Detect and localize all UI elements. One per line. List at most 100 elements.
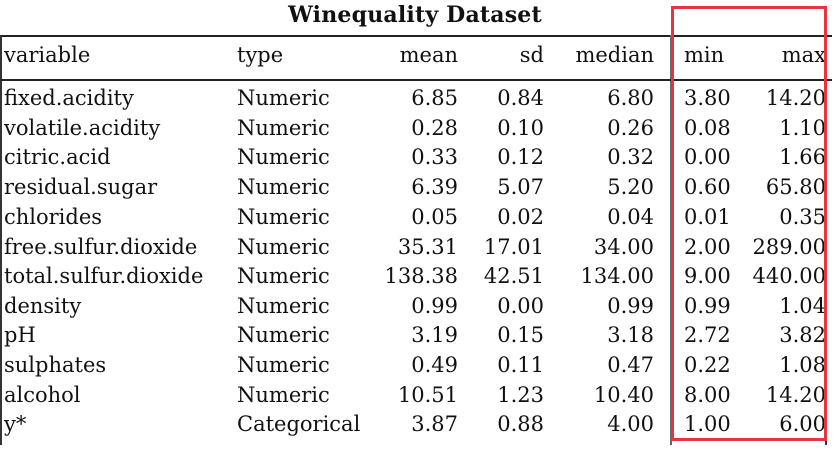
cell-variable: free.sulfur.dioxide — [4, 235, 198, 259]
cell-median: 3.18 — [607, 323, 654, 347]
column-divider — [670, 35, 672, 445]
cell-sd: 0.84 — [497, 86, 544, 110]
table-row: residual.sugar Numeric 6.39 5.07 5.20 0.… — [0, 172, 840, 202]
cell-variable: fixed.acidity — [4, 86, 134, 110]
cell-min: 0.60 — [684, 175, 731, 199]
cell-min: 0.01 — [684, 205, 731, 229]
table-row: free.sulfur.dioxide Numeric 35.31 17.01 … — [0, 232, 840, 262]
cell-min: 0.00 — [684, 145, 731, 169]
cell-variable: y* — [4, 412, 27, 436]
cell-median: 0.47 — [607, 353, 654, 377]
cell-mean: 10.51 — [397, 383, 458, 407]
cell-type: Numeric — [237, 205, 330, 229]
cell-min: 2.72 — [684, 323, 731, 347]
cell-mean: 35.31 — [397, 235, 458, 259]
cell-variable: alcohol — [4, 383, 81, 407]
cell-min: 0.99 — [684, 294, 731, 318]
table-row: citric.acid Numeric 0.33 0.12 0.32 0.00 … — [0, 142, 840, 172]
header-min: min — [684, 43, 725, 67]
cell-sd: 17.01 — [483, 235, 544, 259]
top-rule — [0, 35, 832, 37]
cell-sd: 5.07 — [497, 175, 544, 199]
cell-variable: pH — [4, 323, 36, 347]
cell-max: 14.20 — [765, 383, 826, 407]
header-mean: mean — [399, 43, 458, 67]
cell-max: 1.04 — [779, 294, 826, 318]
cell-median: 0.26 — [607, 116, 654, 140]
cell-mean: 0.28 — [411, 116, 458, 140]
cell-variable: density — [4, 294, 82, 318]
cell-min: 9.00 — [684, 264, 731, 288]
cell-median: 134.00 — [580, 264, 654, 288]
cell-median: 4.00 — [607, 412, 654, 436]
table-row: density Numeric 0.99 0.00 0.99 0.99 1.04 — [0, 291, 840, 321]
cell-mean: 0.33 — [411, 145, 458, 169]
cell-mean: 0.49 — [411, 353, 458, 377]
cell-median: 0.99 — [607, 294, 654, 318]
cell-type: Numeric — [237, 175, 330, 199]
cell-max: 440.00 — [752, 264, 826, 288]
cell-mean: 0.99 — [411, 294, 458, 318]
cell-sd: 0.15 — [497, 323, 544, 347]
cell-max: 1.66 — [779, 145, 826, 169]
cell-type: Numeric — [237, 383, 330, 407]
cell-median: 0.32 — [607, 145, 654, 169]
cell-mean: 138.38 — [384, 264, 458, 288]
cell-max: 1.08 — [779, 353, 826, 377]
cell-max: 3.82 — [779, 323, 826, 347]
cell-type: Numeric — [237, 323, 330, 347]
cell-type: Numeric — [237, 116, 330, 140]
cell-type: Numeric — [237, 235, 330, 259]
header-type: type — [237, 43, 284, 67]
cell-type: Categorical — [237, 412, 361, 436]
table-row: y* Categorical 3.87 0.88 4.00 1.00 6.00 — [0, 409, 840, 439]
header-max: max — [781, 43, 826, 67]
cell-sd: 0.02 — [497, 205, 544, 229]
cell-variable: volatile.acidity — [4, 116, 161, 140]
cell-mean: 6.85 — [411, 86, 458, 110]
header-median: median — [575, 43, 654, 67]
cell-type: Numeric — [237, 353, 330, 377]
cell-min: 8.00 — [684, 383, 731, 407]
cell-median: 10.40 — [593, 383, 654, 407]
header-variable: variable — [4, 43, 91, 67]
cell-variable: chlorides — [4, 205, 103, 229]
cell-min: 3.80 — [684, 86, 731, 110]
cell-type: Numeric — [237, 145, 330, 169]
cell-sd: 0.00 — [497, 294, 544, 318]
min-max-highlight-box — [671, 6, 827, 441]
cell-min: 0.08 — [684, 116, 731, 140]
cell-variable: total.sulfur.dioxide — [4, 264, 204, 288]
table-title: Winequality Dataset — [288, 2, 542, 28]
cell-max: 6.00 — [779, 412, 826, 436]
cell-median: 5.20 — [607, 175, 654, 199]
table-row: sulphates Numeric 0.49 0.11 0.47 0.22 1.… — [0, 350, 840, 380]
table-row: pH Numeric 3.19 0.15 3.18 2.72 3.82 — [0, 320, 840, 350]
header-row: variable type mean sd median min max — [0, 40, 840, 70]
cell-variable: sulphates — [4, 353, 107, 377]
cell-sd: 1.23 — [497, 383, 544, 407]
cell-max: 1.10 — [779, 116, 826, 140]
cell-min: 1.00 — [684, 412, 731, 436]
cell-mean: 0.05 — [411, 205, 458, 229]
cell-max: 0.35 — [779, 205, 826, 229]
cell-type: Numeric — [237, 294, 330, 318]
cell-median: 0.04 — [607, 205, 654, 229]
cell-min: 0.22 — [684, 353, 731, 377]
cell-type: Numeric — [237, 86, 330, 110]
cell-variable: citric.acid — [4, 145, 111, 169]
header-rule — [0, 79, 832, 81]
cell-max: 289.00 — [752, 235, 826, 259]
cell-median: 34.00 — [593, 235, 654, 259]
cell-max: 65.80 — [765, 175, 826, 199]
cell-mean: 6.39 — [411, 175, 458, 199]
table-row: volatile.acidity Numeric 0.28 0.10 0.26 … — [0, 113, 840, 143]
cell-mean: 3.19 — [411, 323, 458, 347]
cell-sd: 0.11 — [497, 353, 544, 377]
cell-sd: 0.10 — [497, 116, 544, 140]
cell-min: 2.00 — [684, 235, 731, 259]
cell-sd: 0.12 — [497, 145, 544, 169]
table-row: chlorides Numeric 0.05 0.02 0.04 0.01 0.… — [0, 202, 840, 232]
cell-variable: residual.sugar — [4, 175, 158, 199]
cell-sd: 0.88 — [497, 412, 544, 436]
